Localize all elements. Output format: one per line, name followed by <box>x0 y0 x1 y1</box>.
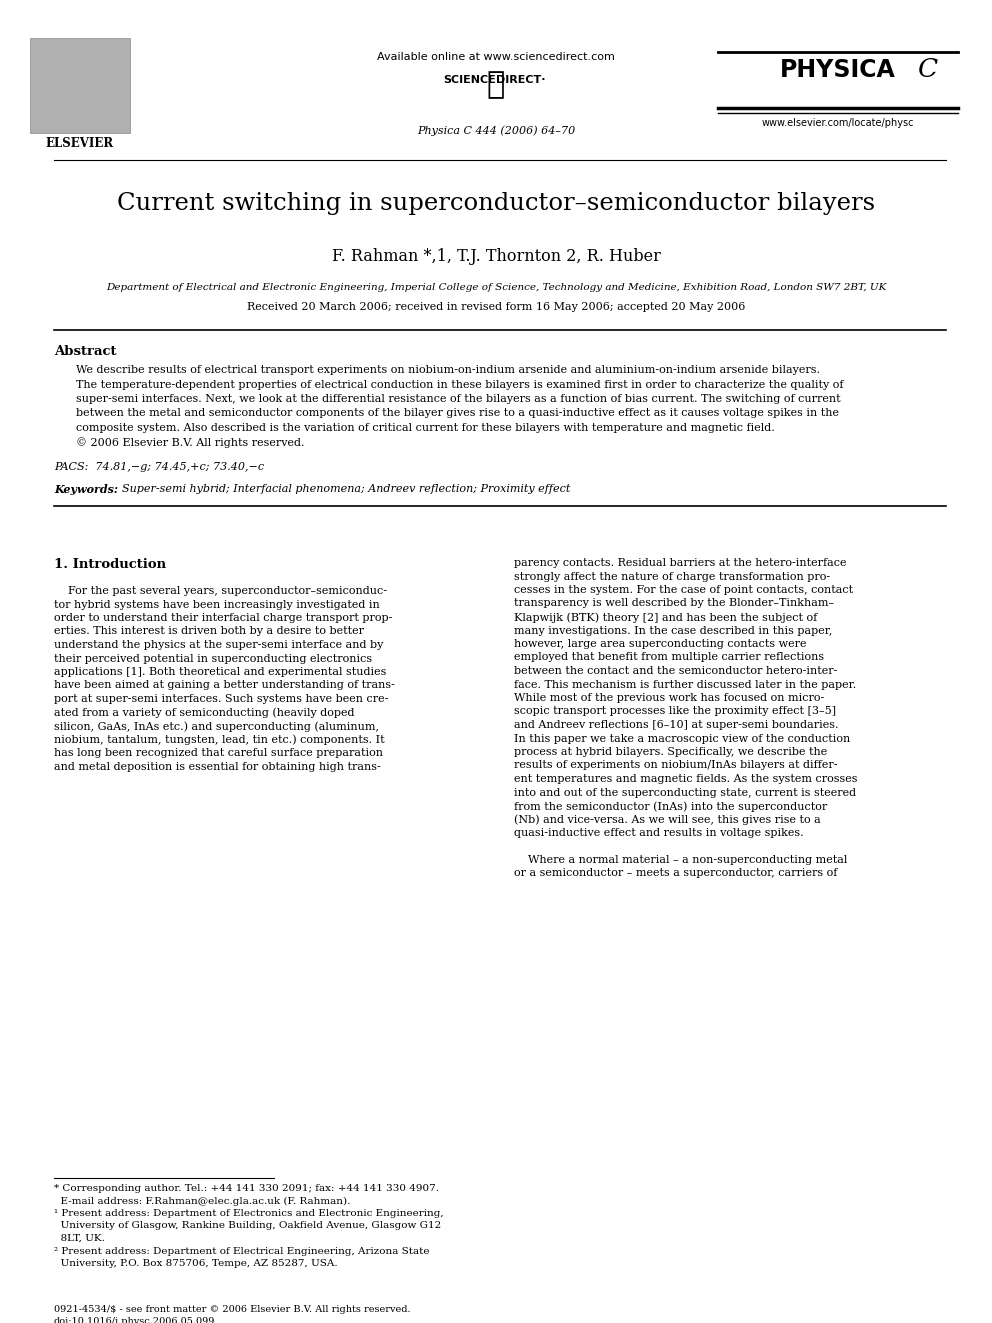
Text: The temperature-dependent properties of electrical conduction in these bilayers : The temperature-dependent properties of … <box>76 380 843 389</box>
Text: has long been recognized that careful surface preparation: has long been recognized that careful su… <box>54 747 383 758</box>
Text: ⓓ: ⓓ <box>487 70 505 99</box>
Text: (Nb) and vice-versa. As we will see, this gives rise to a: (Nb) and vice-versa. As we will see, thi… <box>514 815 820 826</box>
Text: Received 20 March 2006; received in revised form 16 May 2006; accepted 20 May 20: Received 20 March 2006; received in revi… <box>247 302 745 312</box>
Text: For the past several years, superconductor–semiconduc-: For the past several years, superconduct… <box>54 586 387 595</box>
Text: doi:10.1016/j.physc.2006.05.099: doi:10.1016/j.physc.2006.05.099 <box>54 1316 215 1323</box>
Text: have been aimed at gaining a better understanding of trans-: have been aimed at gaining a better unde… <box>54 680 395 691</box>
Text: While most of the previous work has focused on micro-: While most of the previous work has focu… <box>514 693 824 703</box>
Text: face. This mechanism is further discussed later in the paper.: face. This mechanism is further discusse… <box>514 680 856 689</box>
Text: Department of Electrical and Electronic Engineering, Imperial College of Science: Department of Electrical and Electronic … <box>106 283 886 292</box>
Text: ¹ Present address: Department of Electronics and Electronic Engineering,: ¹ Present address: Department of Electro… <box>54 1209 443 1218</box>
Text: 0921-4534/$ - see front matter © 2006 Elsevier B.V. All rights reserved.: 0921-4534/$ - see front matter © 2006 El… <box>54 1304 411 1314</box>
Text: tor hybrid systems have been increasingly investigated in: tor hybrid systems have been increasingl… <box>54 599 380 610</box>
FancyBboxPatch shape <box>30 38 130 134</box>
Text: We describe results of electrical transport experiments on niobium-on-indium ars: We describe results of electrical transp… <box>76 365 820 374</box>
Text: DIRECT·: DIRECT· <box>496 75 546 85</box>
Text: silicon, GaAs, InAs etc.) and superconducting (aluminum,: silicon, GaAs, InAs etc.) and supercondu… <box>54 721 379 732</box>
Text: SCIENCE: SCIENCE <box>443 75 496 85</box>
Text: composite system. Also described is the variation of critical current for these : composite system. Also described is the … <box>76 423 775 433</box>
Text: strongly affect the nature of charge transformation pro-: strongly affect the nature of charge tra… <box>514 572 830 582</box>
Text: niobium, tantalum, tungsten, lead, tin etc.) components. It: niobium, tantalum, tungsten, lead, tin e… <box>54 734 385 745</box>
Text: C: C <box>918 57 938 82</box>
Text: Physica C 444 (2006) 64–70: Physica C 444 (2006) 64–70 <box>417 124 575 135</box>
Text: Super-semi hybrid; Interfacial phenomena; Andreev reflection; Proximity effect: Super-semi hybrid; Interfacial phenomena… <box>122 484 570 493</box>
Text: In this paper we take a macroscopic view of the conduction: In this paper we take a macroscopic view… <box>514 733 850 744</box>
Text: their perceived potential in superconducting electronics: their perceived potential in superconduc… <box>54 654 372 664</box>
Text: transparency is well described by the Blonder–Tinkham–: transparency is well described by the Bl… <box>514 598 834 609</box>
Text: results of experiments on niobium/InAs bilayers at differ-: results of experiments on niobium/InAs b… <box>514 761 837 770</box>
Text: many investigations. In the case described in this paper,: many investigations. In the case describ… <box>514 626 832 635</box>
Text: quasi-inductive effect and results in voltage spikes.: quasi-inductive effect and results in vo… <box>514 828 804 837</box>
Text: understand the physics at the super-semi interface and by: understand the physics at the super-semi… <box>54 640 383 650</box>
Text: port at super-semi interfaces. Such systems have been cre-: port at super-semi interfaces. Such syst… <box>54 695 389 704</box>
Text: PACS:  74.81,−g; 74.45,+c; 73.40,−c: PACS: 74.81,−g; 74.45,+c; 73.40,−c <box>54 462 264 472</box>
Text: E-mail address: F.Rahman@elec.gla.ac.uk (F. Rahman).: E-mail address: F.Rahman@elec.gla.ac.uk … <box>54 1196 350 1205</box>
Text: Abstract: Abstract <box>54 345 116 359</box>
Text: ated from a variety of semiconducting (heavily doped: ated from a variety of semiconducting (h… <box>54 708 354 718</box>
Text: and metal deposition is essential for obtaining high trans-: and metal deposition is essential for ob… <box>54 762 381 771</box>
Text: Where a normal material – a non-superconducting metal: Where a normal material – a non-supercon… <box>514 855 847 865</box>
Text: Klapwijk (BTK) theory [2] and has been the subject of: Klapwijk (BTK) theory [2] and has been t… <box>514 613 817 623</box>
Text: scopic transport processes like the proximity effect [3–5]: scopic transport processes like the prox… <box>514 706 836 717</box>
Text: cesses in the system. For the case of point contacts, contact: cesses in the system. For the case of po… <box>514 585 853 595</box>
Text: * Corresponding author. Tel.: +44 141 330 2091; fax: +44 141 330 4907.: * Corresponding author. Tel.: +44 141 33… <box>54 1184 439 1193</box>
Text: ² Present address: Department of Electrical Engineering, Arizona State: ² Present address: Department of Electri… <box>54 1246 430 1256</box>
Text: © 2006 Elsevier B.V. All rights reserved.: © 2006 Elsevier B.V. All rights reserved… <box>76 438 305 448</box>
Text: ent temperatures and magnetic fields. As the system crosses: ent temperatures and magnetic fields. As… <box>514 774 857 785</box>
Text: Current switching in superconductor–semiconductor bilayers: Current switching in superconductor–semi… <box>117 192 875 216</box>
Text: between the metal and semiconductor components of the bilayer gives rise to a qu: between the metal and semiconductor comp… <box>76 409 839 418</box>
Text: however, large area superconducting contacts were: however, large area superconducting cont… <box>514 639 806 650</box>
Text: applications [1]. Both theoretical and experimental studies: applications [1]. Both theoretical and e… <box>54 667 386 677</box>
Text: order to understand their interfacial charge transport prop-: order to understand their interfacial ch… <box>54 613 393 623</box>
Text: between the contact and the semiconductor hetero-inter-: between the contact and the semiconducto… <box>514 665 837 676</box>
Text: www.elsevier.com/locate/physc: www.elsevier.com/locate/physc <box>762 118 915 128</box>
Text: process at hybrid bilayers. Specifically, we describe the: process at hybrid bilayers. Specifically… <box>514 747 827 757</box>
Text: F. Rahman *,1, T.J. Thornton 2, R. Huber: F. Rahman *,1, T.J. Thornton 2, R. Huber <box>331 247 661 265</box>
Text: Available online at www.sciencedirect.com: Available online at www.sciencedirect.co… <box>377 52 615 62</box>
Text: erties. This interest is driven both by a desire to better: erties. This interest is driven both by … <box>54 627 364 636</box>
Text: or a semiconductor – meets a superconductor, carriers of: or a semiconductor – meets a superconduc… <box>514 868 837 878</box>
Text: University of Glasgow, Rankine Building, Oakfield Avenue, Glasgow G12: University of Glasgow, Rankine Building,… <box>54 1221 441 1230</box>
Text: employed that benefit from multiple carrier reflections: employed that benefit from multiple carr… <box>514 652 824 663</box>
Text: University, P.O. Box 875706, Tempe, AZ 85287, USA.: University, P.O. Box 875706, Tempe, AZ 8… <box>54 1259 337 1267</box>
Text: from the semiconductor (InAs) into the superconductor: from the semiconductor (InAs) into the s… <box>514 800 827 811</box>
Text: into and out of the superconducting state, current is steered: into and out of the superconducting stat… <box>514 787 856 798</box>
Text: super-semi interfaces. Next, we look at the differential resistance of the bilay: super-semi interfaces. Next, we look at … <box>76 394 840 404</box>
Text: 1. Introduction: 1. Introduction <box>54 558 166 572</box>
Text: ELSEVIER: ELSEVIER <box>46 138 114 149</box>
Text: 8LT, UK.: 8LT, UK. <box>54 1234 105 1244</box>
Text: Keywords:: Keywords: <box>54 484 118 495</box>
Text: PHYSICA: PHYSICA <box>780 58 896 82</box>
Text: and Andreev reflections [6–10] at super-semi boundaries.: and Andreev reflections [6–10] at super-… <box>514 720 838 730</box>
Text: parency contacts. Residual barriers at the hetero-interface: parency contacts. Residual barriers at t… <box>514 558 846 568</box>
